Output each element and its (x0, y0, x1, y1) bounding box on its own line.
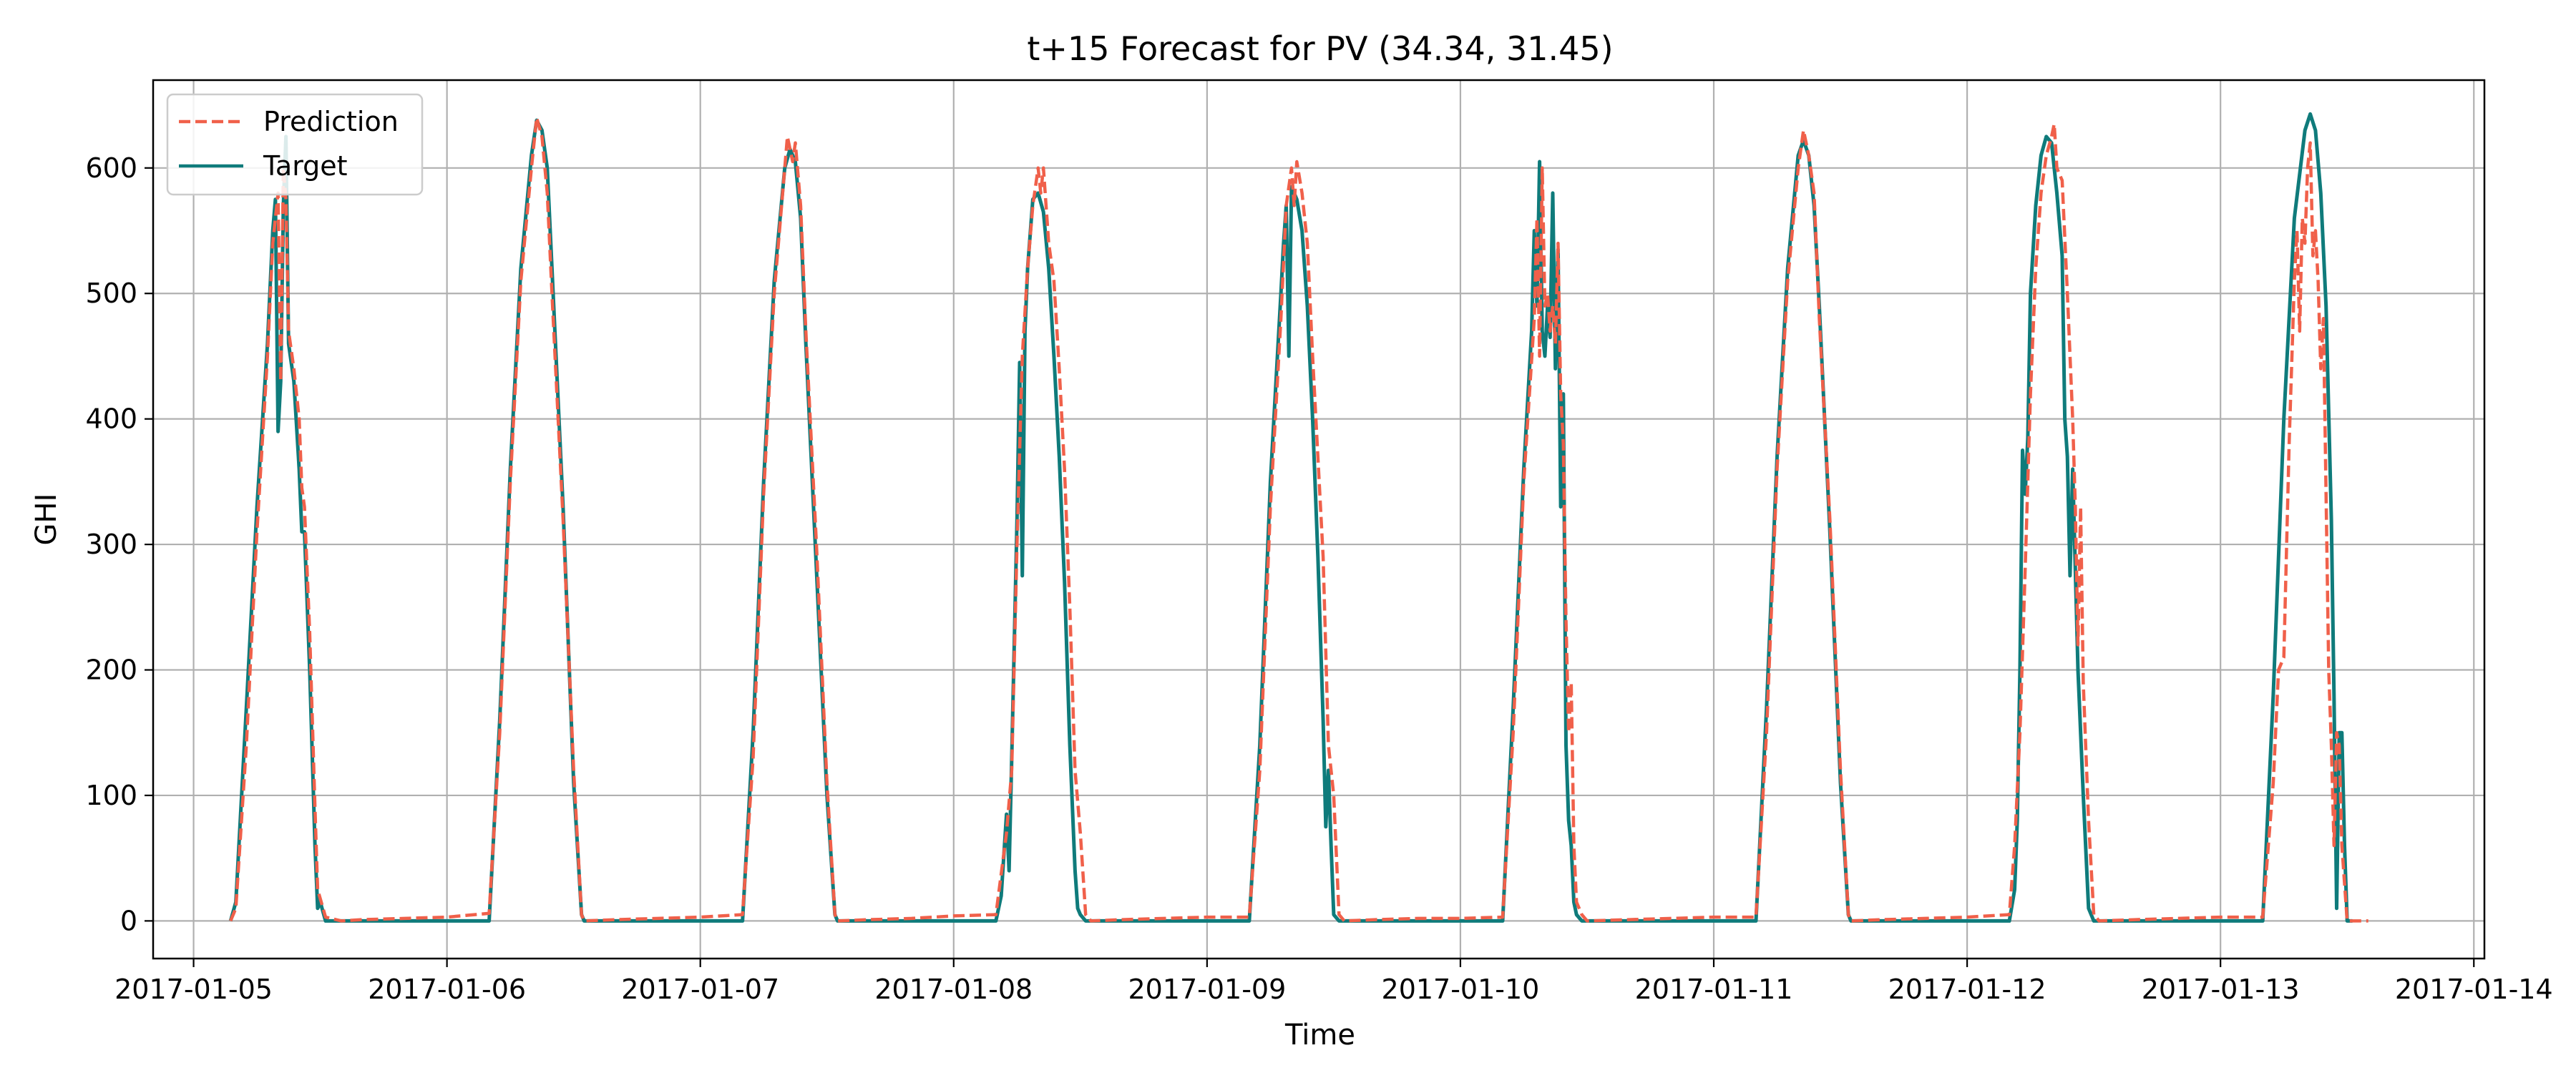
x-tick-label: 2017-01-14 (2395, 974, 2553, 1005)
y-axis: 0 100 200 300 400 500 600 (85, 152, 153, 936)
legend-label-target: Target (263, 150, 348, 182)
grid (153, 80, 2484, 959)
y-tick-label: 600 (85, 152, 137, 184)
chart-title: t+15 Forecast for PV (34.34, 31.45) (1027, 29, 1613, 68)
x-tick-label: 2017-01-09 (1128, 974, 1286, 1005)
plot-series (228, 112, 2368, 923)
legend: Prediction Target (166, 93, 424, 196)
x-tick-label: 2017-01-05 (114, 974, 273, 1005)
legend-label-prediction: Prediction (263, 106, 399, 137)
x-tick-label: 2017-01-07 (621, 974, 779, 1005)
y-tick-label: 400 (85, 403, 137, 435)
x-tick-label: 2017-01-12 (1888, 974, 2046, 1005)
x-tick-label: 2017-01-11 (1635, 974, 1793, 1005)
x-tick-label: 2017-01-08 (874, 974, 1033, 1005)
legend-box (166, 93, 424, 196)
series-line-prediction (229, 116, 2368, 923)
y-tick-label: 100 (85, 780, 137, 811)
x-tick-label: 2017-01-06 (368, 974, 526, 1005)
x-axis-label: Time (1284, 1019, 1355, 1052)
y-tick-label: 200 (85, 655, 137, 686)
x-tick-label: 2017-01-13 (2142, 974, 2300, 1005)
y-axis-label: GHI (30, 494, 63, 546)
y-tick-label: 300 (85, 529, 137, 560)
x-axis: 2017-01-05 2017-01-06 2017-01-07 2017-01-08… (114, 959, 2553, 1005)
x-tick-label: 2017-01-10 (1382, 974, 1540, 1005)
y-tick-label: 0 (120, 905, 137, 936)
plot-frame (152, 79, 2486, 960)
y-tick-label: 500 (85, 278, 137, 309)
